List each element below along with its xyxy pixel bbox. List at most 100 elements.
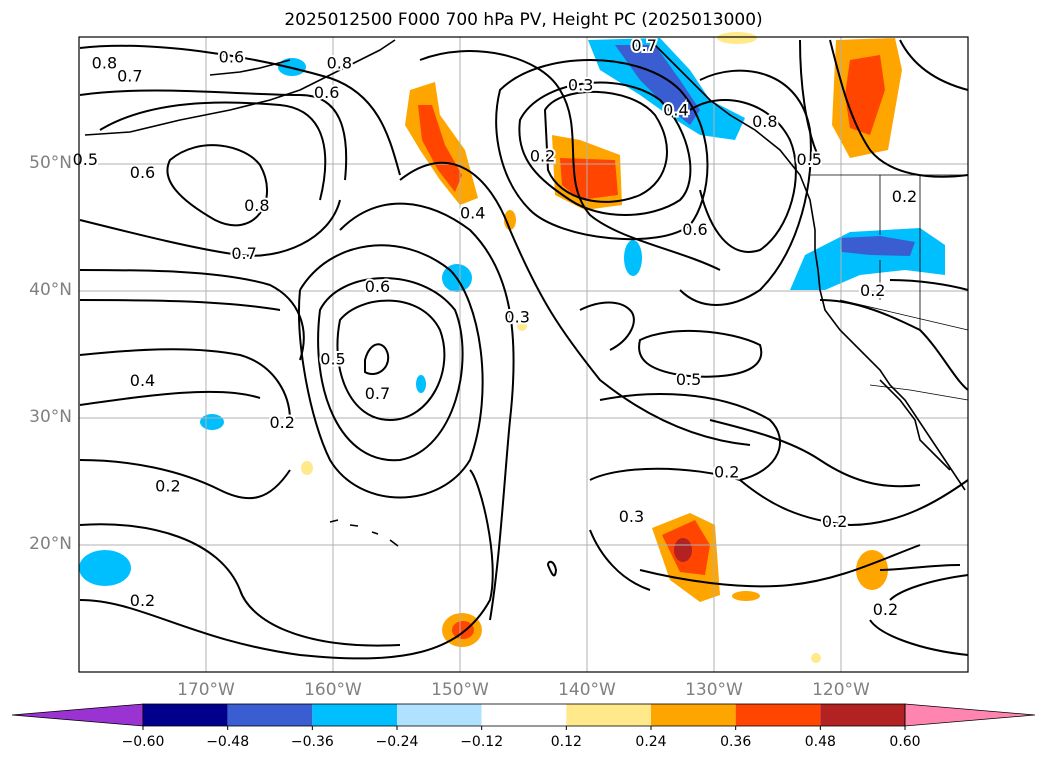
contour-line — [679, 69, 812, 306]
contour-label: 0.2 — [873, 600, 898, 619]
contour-label: 0.8 — [92, 54, 117, 73]
colorbar-bin — [820, 704, 905, 726]
alaska-coast — [84, 39, 396, 136]
contour-label: 0.5 — [797, 150, 822, 169]
pv-positive-patch — [717, 32, 757, 44]
pv-negative-core — [615, 45, 700, 125]
lon-tick-label: 160°W — [304, 680, 362, 700]
pv-positive-patch — [504, 210, 516, 230]
map-gridlines — [79, 37, 968, 672]
contour-label: 0.3 — [568, 75, 593, 94]
pv-negative-patch — [624, 240, 642, 276]
contour-label: 0.2 — [530, 146, 555, 165]
lat-tick-label: 30°N — [29, 407, 72, 427]
colorbar-tick-label: 0.60 — [889, 734, 921, 750]
pv-negative-core — [840, 236, 915, 256]
colorbar-bin — [651, 704, 736, 726]
contour-label: 0.5 — [676, 370, 701, 389]
contour-line — [79, 89, 348, 181]
contour-label: 0.3 — [504, 308, 529, 327]
contour-line — [364, 343, 390, 375]
contour-label: 0.2 — [155, 477, 180, 496]
contour-label: 0.8 — [244, 196, 269, 215]
lat-tick-label: 20°N — [29, 534, 72, 554]
alaska-coast — [209, 59, 291, 76]
contour-line — [79, 390, 261, 406]
bc-coast — [649, 39, 816, 250]
contour-label: 0.4 — [663, 101, 688, 120]
contour-line — [339, 202, 515, 621]
colorbar-bin — [227, 704, 313, 726]
contour-line — [799, 39, 821, 161]
contour-line — [819, 299, 969, 391]
map-frame — [78, 36, 969, 673]
contour-line — [79, 469, 494, 660]
contour-line — [889, 279, 969, 291]
colorbar-bin — [397, 704, 482, 726]
contour-label: 0.7 — [231, 244, 256, 263]
pv-positive-patch — [732, 591, 760, 601]
lat-tick-label: 50°N — [29, 153, 72, 173]
political-borders — [810, 174, 969, 401]
contour-label: 0.4 — [130, 371, 155, 390]
contour-line — [79, 269, 305, 361]
pv-positive-core — [418, 105, 462, 192]
hawaii-islands — [329, 519, 399, 547]
colorbar-tick-label: −0.48 — [206, 734, 250, 750]
colorbar-bin — [143, 704, 228, 726]
pv-negative-patch — [79, 550, 131, 586]
contour-label: 0.8 — [752, 112, 777, 131]
contour-labels: 0.8 0.60.70.80.60.70.30.40.80.50.50.60.80… — [71, 34, 920, 621]
contour-line — [495, 59, 709, 241]
contour-line — [99, 101, 327, 201]
contour-label: 0.6 — [130, 163, 155, 182]
pv-positive-patch — [811, 653, 821, 663]
map-title: 2025012500 F000 700 hPa PV, Height PC (2… — [284, 10, 763, 30]
pv-positive-patch — [301, 461, 313, 475]
contour-line — [336, 299, 446, 422]
pv-negative-patch — [416, 375, 426, 393]
colorbar-tick-label: −0.24 — [375, 734, 419, 750]
contour-label: 0.6 — [365, 277, 390, 296]
colorbar — [11, 703, 1036, 730]
contour-label: 0.6 — [682, 220, 707, 239]
contour-line — [709, 419, 921, 488]
contour-line — [899, 39, 969, 91]
contour-line — [638, 329, 763, 378]
contour-line — [419, 50, 721, 271]
contour-line — [689, 99, 797, 253]
contour-line — [79, 523, 401, 647]
contour-line — [879, 564, 961, 571]
contour-line — [79, 459, 291, 500]
contour-line — [599, 393, 781, 481]
pv-positive-core — [452, 621, 474, 639]
contour-label: 0.4 — [460, 204, 485, 223]
contour-label: 0.3 — [619, 507, 644, 526]
contour-line — [518, 81, 692, 216]
contour-line — [79, 199, 341, 257]
contour-line — [317, 277, 464, 462]
contour-label: 0.2 — [130, 591, 155, 610]
colorbar-tick-label: 0.24 — [635, 734, 667, 750]
colorbar-tick-label: −0.12 — [460, 734, 504, 750]
contour-label: 0.8 — [327, 54, 352, 73]
colorbar-extend-high — [904, 703, 1036, 727]
contour-label: 0.7 — [117, 66, 142, 85]
lon-tick-label: 170°W — [177, 680, 235, 700]
contour-line — [546, 560, 558, 577]
contour-line — [166, 144, 269, 227]
contour-line — [399, 161, 751, 446]
contour-line — [79, 299, 281, 311]
contour-label: 0.5 — [73, 150, 98, 169]
pv-negative-patch — [200, 414, 224, 430]
colorbar-bin — [312, 704, 397, 726]
coastlines — [84, 39, 966, 547]
contour-label: 0.7 — [365, 384, 390, 403]
pv-positive-patch — [517, 321, 527, 331]
contour-line — [889, 574, 969, 601]
contour-label: 0.2 — [892, 187, 917, 206]
contour-line — [589, 529, 651, 591]
us-mexico-border — [869, 384, 969, 401]
colorbar-extend-low — [11, 703, 144, 727]
contour-label: 0.2 — [269, 413, 294, 432]
